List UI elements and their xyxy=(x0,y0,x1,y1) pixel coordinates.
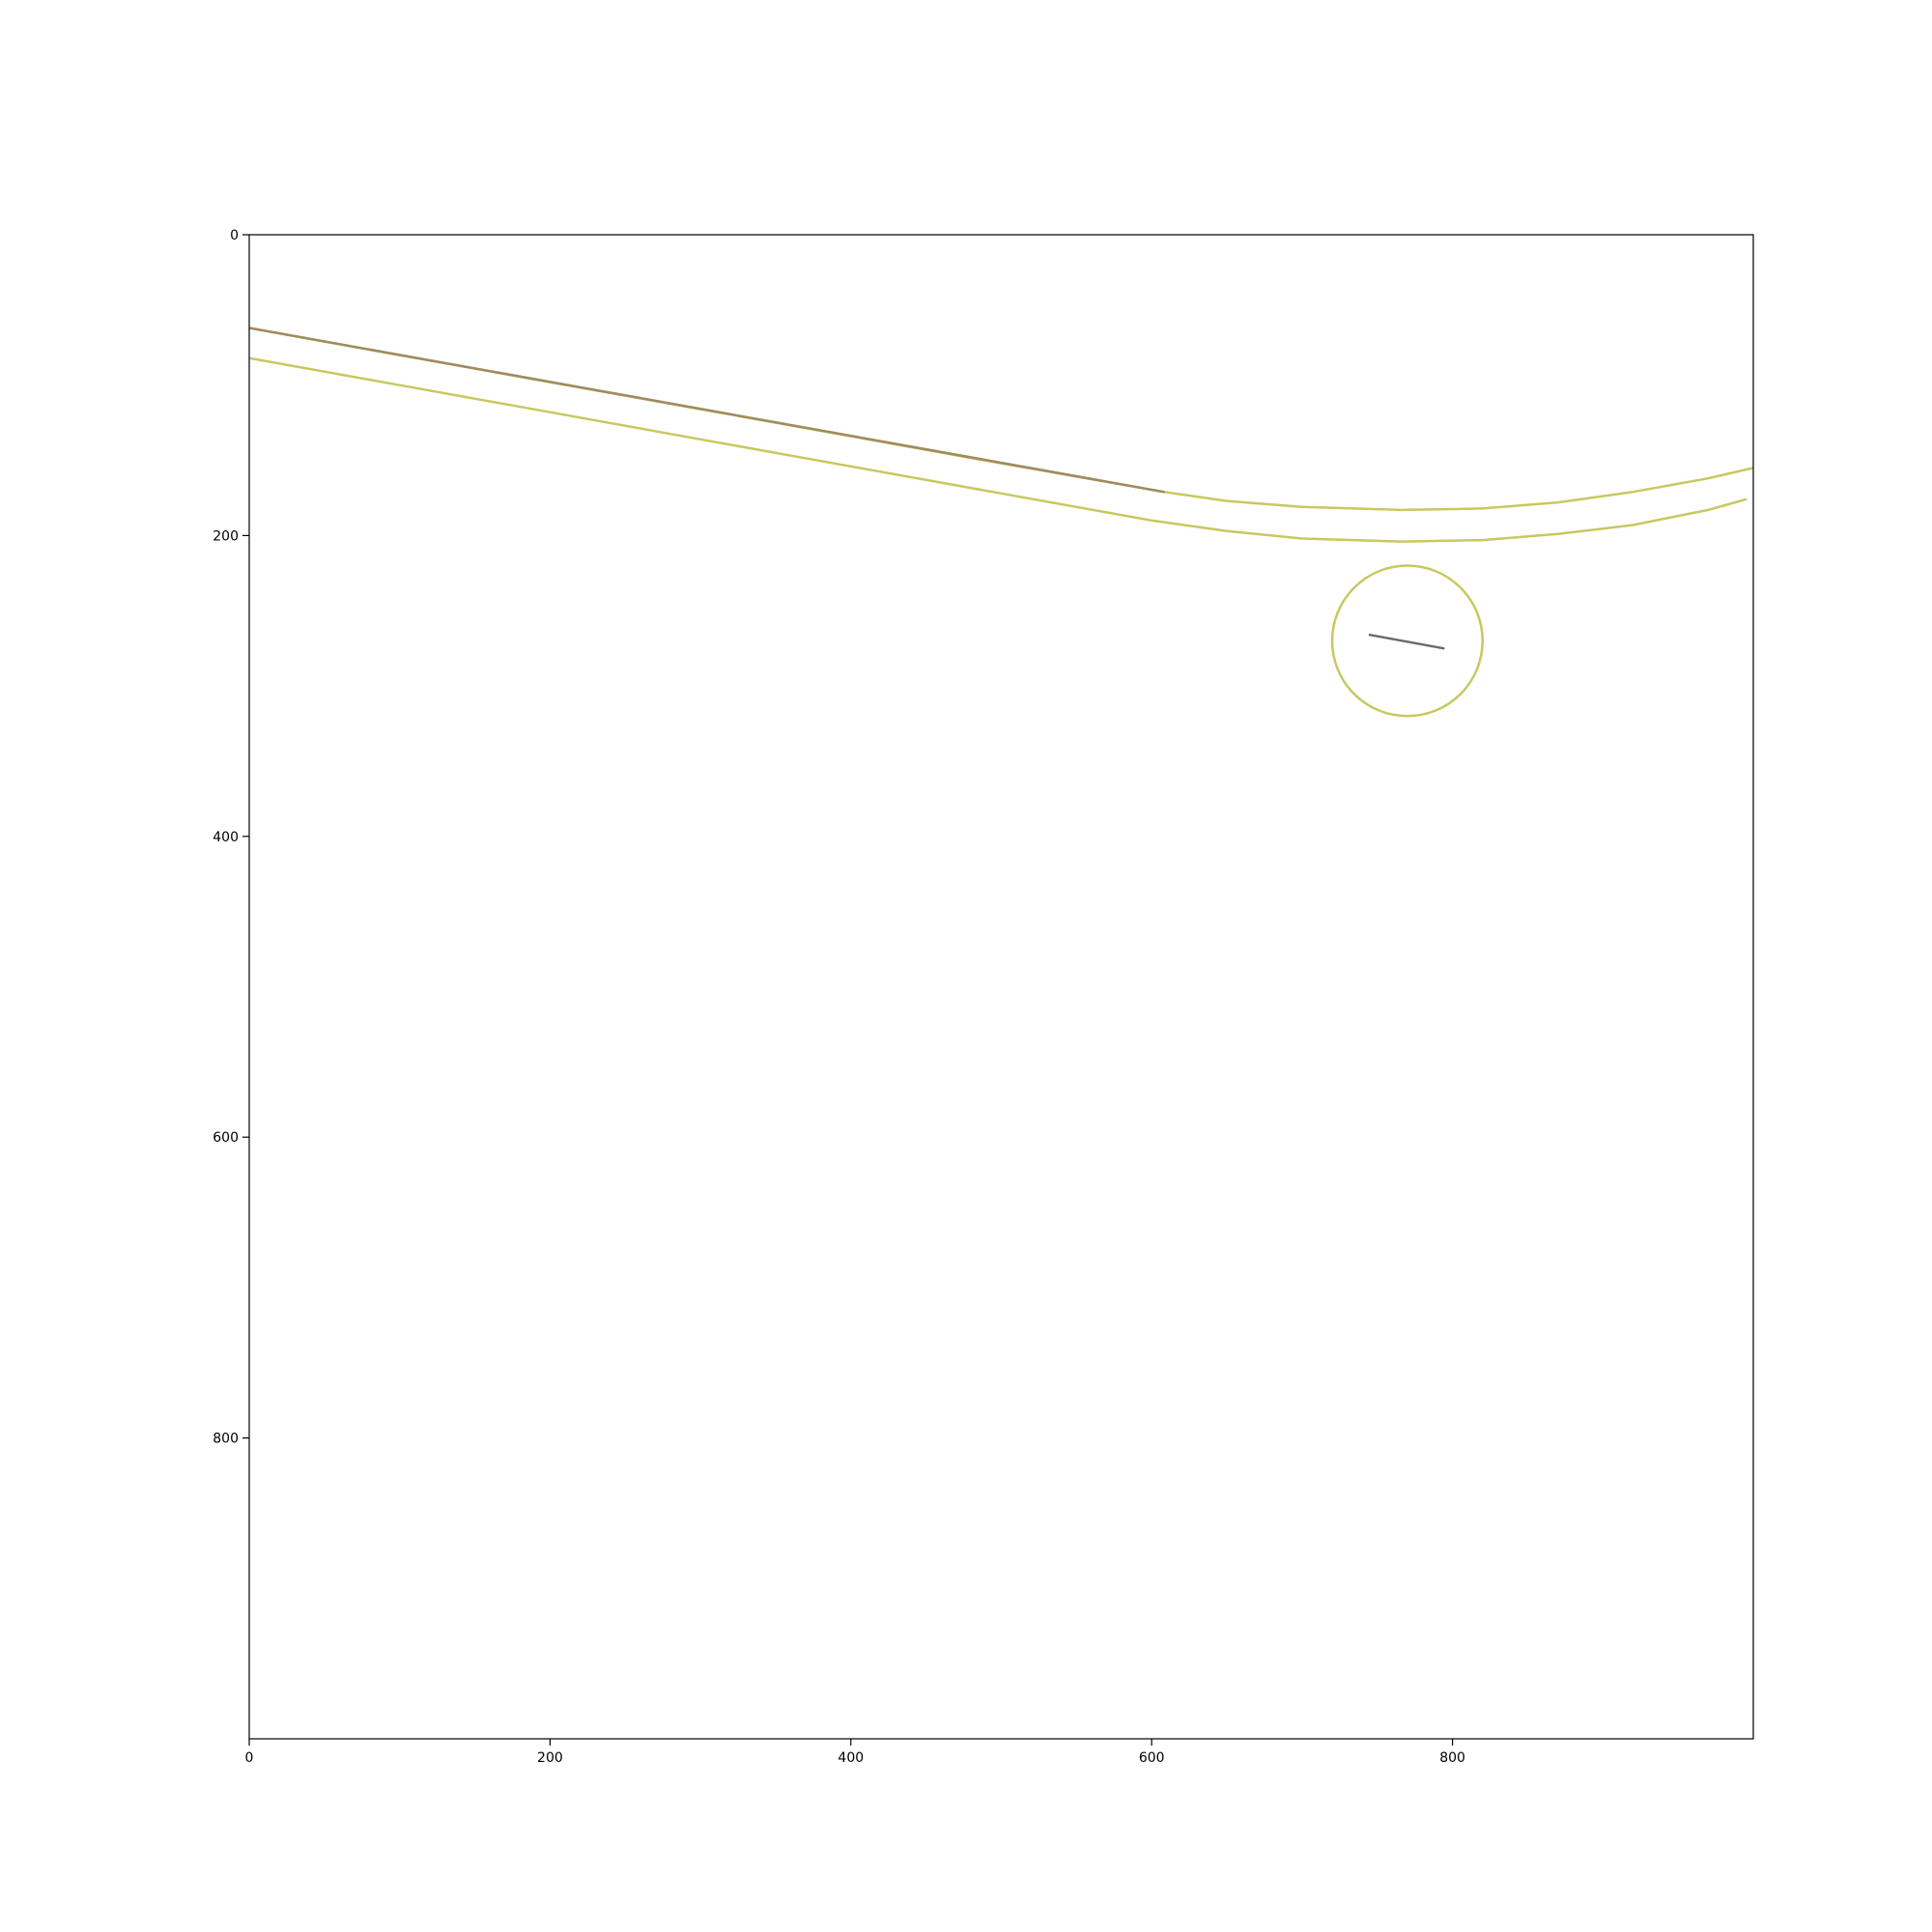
series-line-2 xyxy=(249,356,1747,543)
y-tick-label: 800 xyxy=(213,1432,239,1447)
axes-layer: 0 200 400 600 800 0 200 400 600 800 xyxy=(213,228,1754,1766)
y-tick-label: 600 xyxy=(213,1130,239,1146)
x-tick-label: 400 xyxy=(838,1750,864,1766)
series-layer xyxy=(249,327,1753,718)
y-tick-label: 400 xyxy=(213,830,239,845)
circle-marker-1 xyxy=(1330,564,1484,718)
series-line-3 xyxy=(249,327,1165,494)
series-line-4 xyxy=(1368,633,1445,650)
y-tick-label: 200 xyxy=(213,528,239,544)
axes-frame xyxy=(248,234,1754,1740)
x-tick-label: 600 xyxy=(1139,1750,1165,1766)
x-tick-label: 200 xyxy=(537,1750,563,1766)
x-tick-label: 0 xyxy=(245,1750,254,1766)
x-tick-label: 800 xyxy=(1439,1750,1465,1766)
y-tick-label: 0 xyxy=(230,228,239,243)
